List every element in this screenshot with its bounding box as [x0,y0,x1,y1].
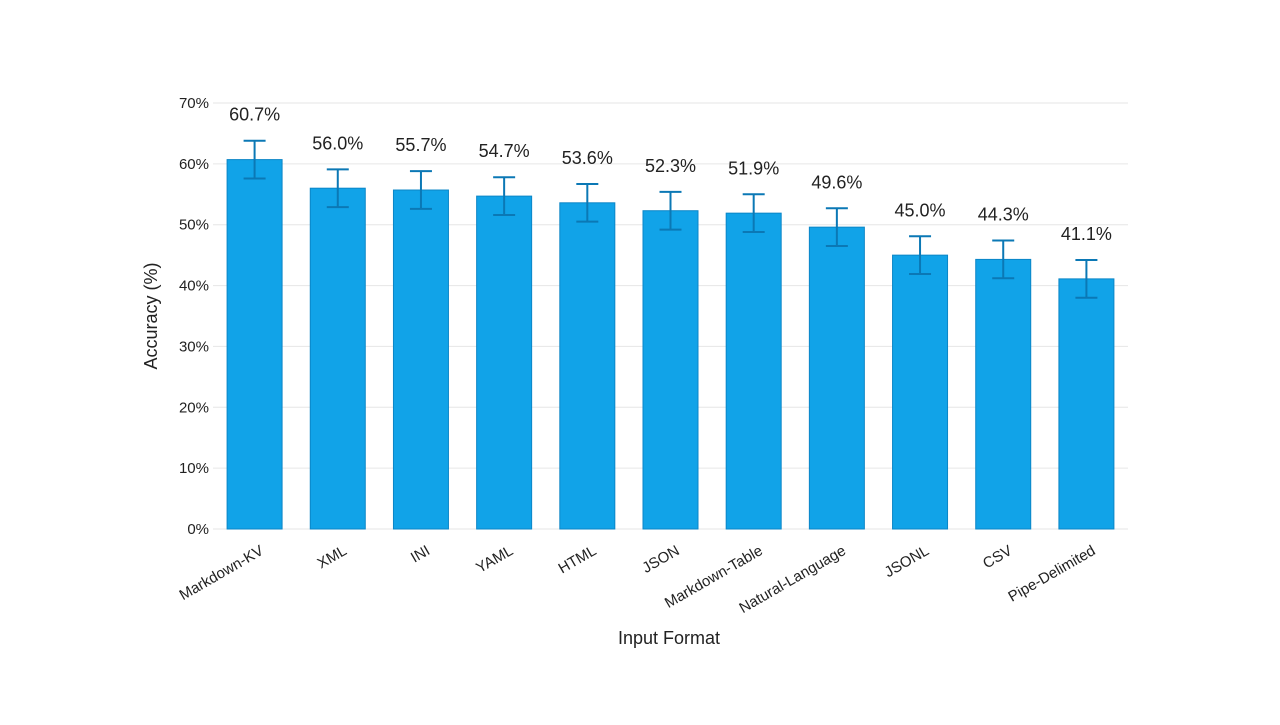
y-tick-label-20: 20% [179,399,209,416]
x-axis-title: Input Format [618,628,720,648]
data-label-jsonl: 45.0% [895,200,946,220]
bar-markdown-table [725,212,782,530]
data-label-json: 52.3% [645,156,696,176]
y-tick-label-40: 40% [179,278,209,295]
y-tick-label-10: 10% [179,460,209,477]
data-label-html: 53.6% [562,148,613,168]
y-tick-label-60: 60% [179,156,209,173]
x-tick-label-pipe-delimited: Pipe-Delimited [1005,542,1098,605]
data-label-markdown-kv: 60.7% [229,105,280,125]
data-labels: 60.7% 56.0% 55.7% 54.7% 53.6% 52.3% 51.9% 49.6%… [229,105,1112,244]
y-tick-label-70: 70% [179,95,209,112]
data-label-markdown-table: 51.9% [728,158,779,178]
data-label-yaml: 54.7% [479,141,530,161]
y-tick-label-0: 0% [187,521,209,538]
y-axis-title: Accuracy (%) [141,262,161,369]
x-tick-label-markdown-kv: Markdown-KV [177,542,267,604]
bar-natural-language [808,226,865,530]
x-tick-label-ini: INI [408,542,433,566]
bar-markdown-kv [226,159,283,530]
data-label-csv: 44.3% [978,205,1029,225]
bar-json [642,210,699,530]
data-label-natural-language: 49.6% [811,172,862,192]
bar-pipe-delimited [1058,278,1115,530]
x-tick-label-csv: CSV [980,542,1015,572]
bar-yaml [476,195,533,530]
bar-csv [975,258,1032,530]
bars [226,159,1115,530]
x-tick-label-html: HTML [555,542,599,577]
bar-ini [392,189,449,530]
bar-html [559,202,616,530]
x-tick-label-jsonl: JSONL [882,542,932,581]
bar-jsonl [892,254,949,530]
x-tick-label-xml: XML [315,542,350,572]
error-bars [243,139,1098,299]
data-label-pipe-delimited: 41.1% [1061,224,1112,244]
y-tick-label-30: 30% [179,338,209,355]
data-label-ini: 55.7% [395,135,446,155]
bar-xml [309,187,366,530]
data-label-xml: 56.0% [312,133,363,153]
x-tick-label-json: JSON [639,542,682,577]
x-tick-label-yaml: YAML [473,542,516,577]
y-axis-ticks: 0% 10% 20% 30% 40% 50% 60% 70% [179,95,209,538]
y-tick-label-50: 50% [179,217,209,234]
x-axis-ticks: Markdown-KV XML INI YAML HTML JSONMarkdown-Ta… [177,542,1099,617]
